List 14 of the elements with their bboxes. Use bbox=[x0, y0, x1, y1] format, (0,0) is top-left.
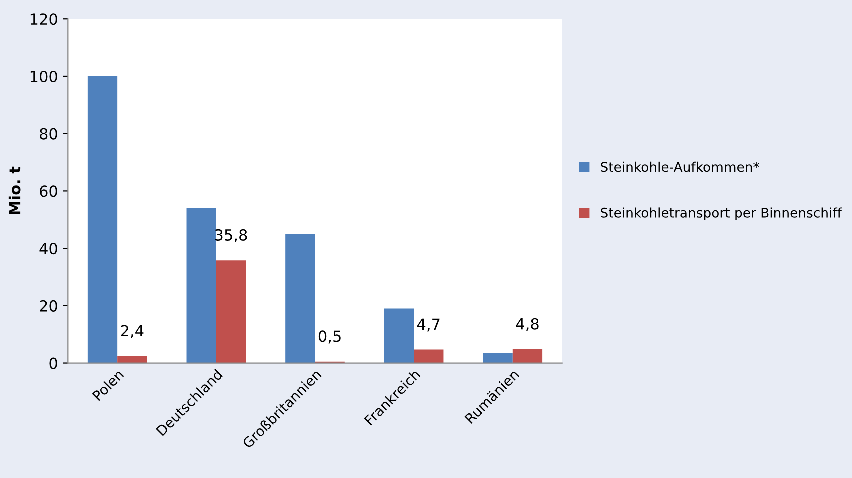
legend-label: Steinkohletransport per Binnenschiff bbox=[601, 208, 842, 220]
legend-label: Steinkohle-Aufkommen* bbox=[601, 162, 760, 172]
y-tick-label: 100 bbox=[30, 70, 58, 82]
y-tick-label: 40 bbox=[40, 243, 58, 255]
y-tick-label: 0 bbox=[50, 358, 58, 370]
data-label: 4,8 bbox=[516, 318, 539, 332]
y-tick-label: 60 bbox=[40, 186, 58, 198]
data-label: 0,5 bbox=[318, 330, 341, 344]
data-label: 4,7 bbox=[417, 318, 440, 332]
y-axis-title: Mio. t bbox=[8, 166, 21, 214]
data-label: 2,4 bbox=[121, 325, 144, 338]
y-tick-label: 120 bbox=[30, 14, 58, 26]
y-tick-label: 80 bbox=[40, 128, 58, 140]
y-tick-label: 20 bbox=[40, 300, 58, 312]
